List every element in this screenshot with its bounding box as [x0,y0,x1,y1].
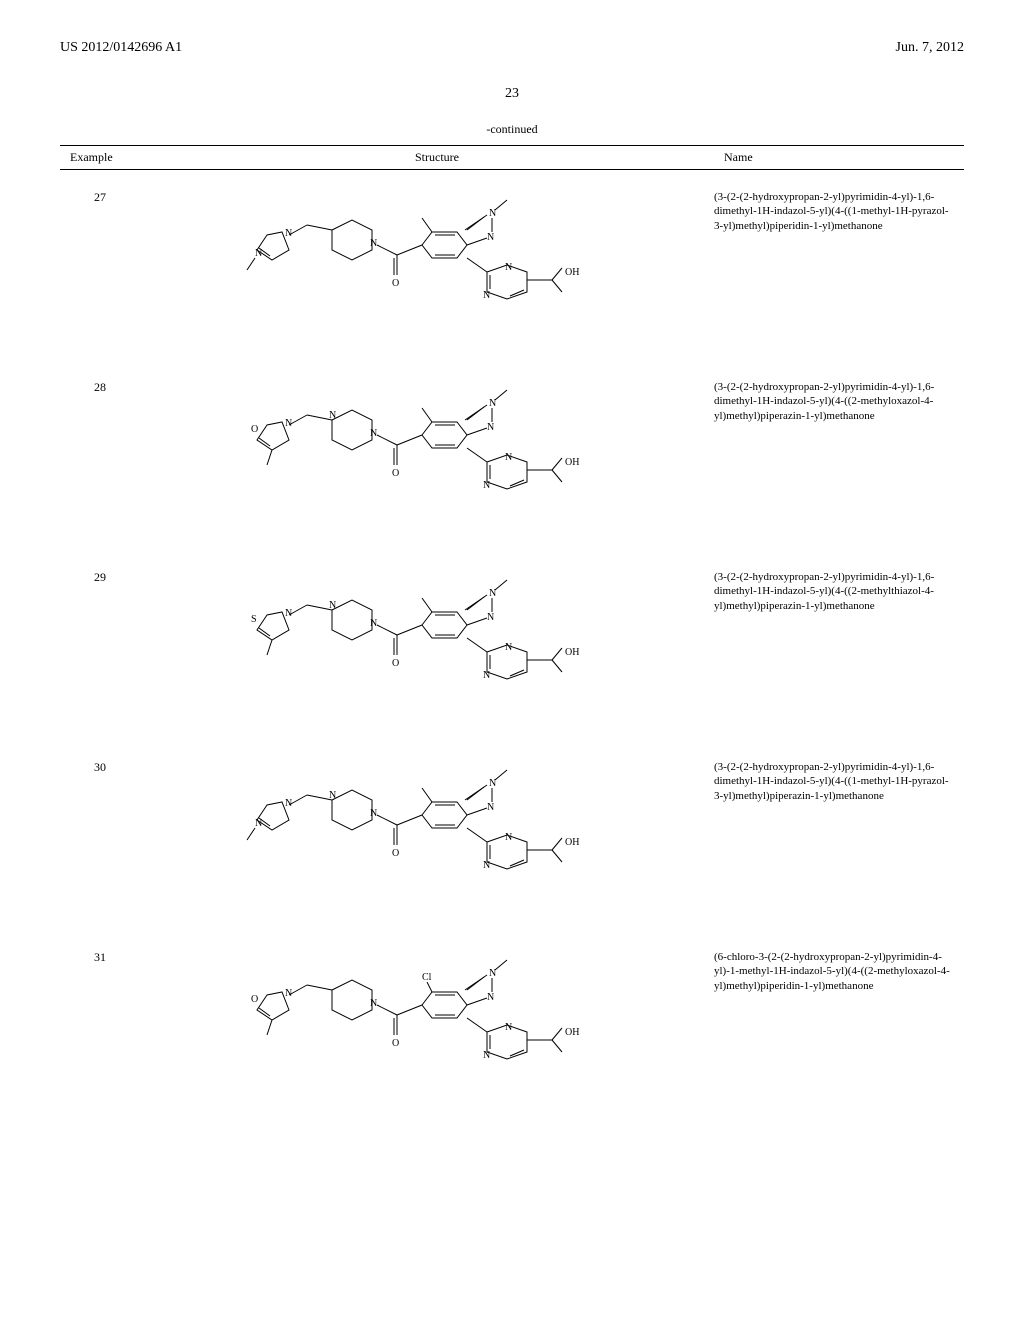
chemical-structure-icon: N O N O Cl N N N N OH [237,940,617,1100]
svg-text:N: N [483,860,490,871]
example-number: 29 [60,560,140,585]
svg-text:N: N [370,808,377,819]
table-row: 27 N N N O N N N N OH (3-(2-(2-hydroxypr… [60,180,964,340]
structure-cell: N O N N O N N N N OH [140,370,714,530]
svg-text:N: N [255,248,262,259]
svg-text:O: O [392,1038,399,1049]
svg-text:N: N [487,802,494,813]
svg-text:N: N [505,1022,512,1033]
compound-name: (3-(2-(2-hydroxypropan-2-yl)pyrimidin-4-… [714,750,964,803]
structure-cell: N N N N O N N N N OH [140,750,714,910]
column-header-structure: Structure [150,150,724,165]
page-number: 23 [60,86,964,102]
svg-text:N: N [370,618,377,629]
svg-text:N: N [329,600,336,611]
table-row: 30 N N N N O N N N N OH (3-(2-(2-hydrox [60,750,964,910]
column-header-example: Example [60,150,150,165]
svg-text:N: N [329,410,336,421]
example-number: 27 [60,180,140,205]
table-row: 28 N O N N O N N N N OH (3-(2-(2-hydrox [60,370,964,530]
example-number: 31 [60,940,140,965]
svg-text:OH: OH [565,647,579,658]
compound-name: (6-chloro-3-(2-(2-hydroxypropan-2-yl)pyr… [714,940,964,993]
svg-text:O: O [392,658,399,669]
table-row: 29 N S N N O N N N N OH (3-(2-(2-hydrox [60,560,964,720]
svg-text:N: N [370,998,377,1009]
svg-text:OH: OH [565,267,579,278]
structure-cell: N S N N O N N N N OH [140,560,714,720]
document-header: US 2012/0142696 A1 Jun. 7, 2012 [60,40,964,56]
svg-text:N: N [487,612,494,623]
svg-text:N: N [483,1050,490,1061]
table-body: 27 N N N O N N N N OH (3-(2-(2-hydroxypr… [60,180,964,1100]
compound-name: (3-(2-(2-hydroxypropan-2-yl)pyrimidin-4-… [714,370,964,423]
svg-text:N: N [329,790,336,801]
svg-text:N: N [505,642,512,653]
table-header: Example Structure Name [60,145,964,170]
svg-text:N: N [370,428,377,439]
svg-text:N: N [487,992,494,1003]
svg-text:N: N [370,238,377,249]
svg-text:N: N [255,818,262,829]
svg-text:OH: OH [565,457,579,468]
patent-date: Jun. 7, 2012 [896,40,964,56]
svg-text:O: O [392,468,399,479]
svg-text:N: N [487,422,494,433]
svg-text:OH: OH [565,1027,579,1038]
chemical-structure-icon: N N N N O N N N N OH [237,750,617,910]
svg-text:O: O [392,278,399,289]
table-row: 31 N O N O Cl N N N N OH (6-chlor [60,940,964,1100]
continued-label: -continued [60,122,964,137]
structure-cell: N N N O N N N N OH [140,180,714,340]
svg-text:N: N [505,832,512,843]
svg-text:Cl: Cl [422,972,432,983]
compound-name: (3-(2-(2-hydroxypropan-2-yl)pyrimidin-4-… [714,560,964,613]
column-header-name: Name [724,150,964,165]
svg-text:O: O [251,994,258,1005]
svg-text:N: N [483,480,490,491]
patent-number: US 2012/0142696 A1 [60,40,182,56]
svg-text:N: N [483,290,490,301]
svg-text:N: N [483,670,490,681]
svg-text:N: N [505,452,512,463]
compound-name: (3-(2-(2-hydroxypropan-2-yl)pyrimidin-4-… [714,180,964,233]
example-number: 28 [60,370,140,395]
svg-text:O: O [251,424,258,435]
svg-text:OH: OH [565,837,579,848]
chemical-structure-icon: N O N N O N N N N OH [237,370,617,530]
example-number: 30 [60,750,140,775]
svg-text:S: S [251,614,257,625]
structure-cell: N O N O Cl N N N N OH [140,940,714,1100]
chemical-structure-icon: N N N O N N N N OH [237,180,617,340]
chemical-structure-icon: N S N N O N N N N OH [237,560,617,720]
svg-text:N: N [505,262,512,273]
svg-text:N: N [487,232,494,243]
svg-text:O: O [392,848,399,859]
